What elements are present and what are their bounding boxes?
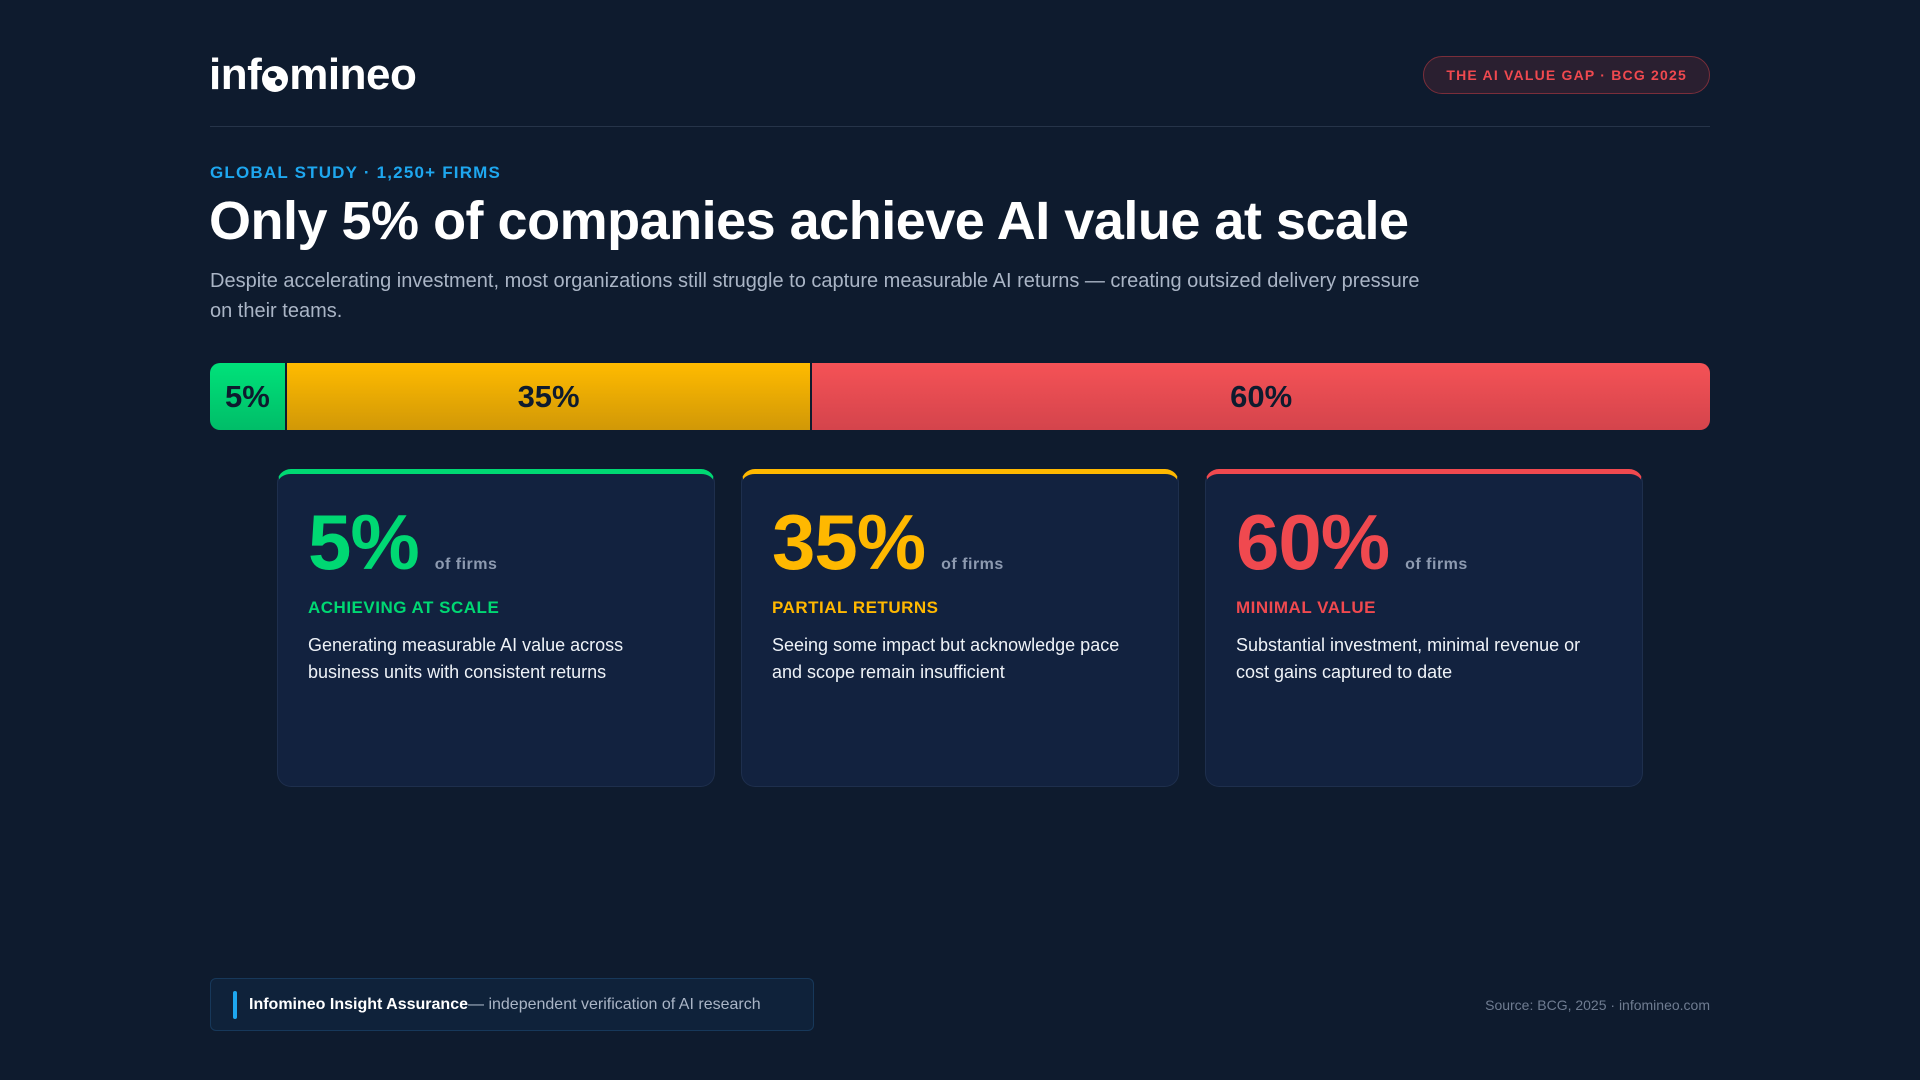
- infomineo-logo: inf mineo: [209, 50, 417, 100]
- insight-assurance-banner: Infomineo Insight Assurance — independen…: [210, 978, 814, 1031]
- accent-bar: [233, 990, 237, 1019]
- stat-value: 35%: [772, 498, 926, 586]
- page-title: Only 5% of companies achieve AI value at…: [209, 191, 1409, 251]
- stat-description: Substantial investment, minimal revenue …: [1236, 635, 1581, 682]
- stat-value: 5%: [308, 498, 420, 586]
- bar-segment-partial: 35%: [286, 363, 811, 430]
- stat-label: MINIMAL VALUE: [1236, 598, 1376, 617]
- assurance-tagline: — independent verification of AI researc…: [468, 995, 761, 1013]
- bar-segment-minimal: 60%: [812, 363, 1710, 430]
- stat-description: Generating measurable AI value across bu…: [308, 635, 624, 682]
- distribution-bar: 5% 35% 60%: [210, 363, 1710, 430]
- stat-description: Seeing some impact but acknowledge pace …: [772, 635, 1120, 682]
- header-divider: [210, 126, 1710, 127]
- stat-unit: of firms: [434, 556, 498, 573]
- logo-text-start: inf: [209, 50, 262, 99]
- logo-text-end: mineo: [289, 50, 417, 99]
- stat-label: ACHIEVING AT SCALE: [308, 598, 500, 617]
- stat-unit: of firms: [941, 556, 1004, 573]
- page-subtitle: Despite accelerating investment, most or…: [210, 270, 1420, 322]
- source-note: Source: BCG, 2025 · infomineo.com: [1485, 997, 1710, 1013]
- stat-label: PARTIAL RETURNS: [772, 598, 939, 617]
- stat-value: 60%: [1236, 498, 1390, 586]
- stat-cards: 5% of firms ACHIEVING AT SCALE Generating…: [277, 469, 1643, 787]
- globe-icon: [262, 66, 289, 92]
- stat-card-minimal: 60% of firms MINIMAL VALUE Substantial in…: [1205, 469, 1643, 787]
- stat-card-scale: 5% of firms ACHIEVING AT SCALE Generating…: [277, 469, 715, 787]
- assurance-brand: Infomineo Insight Assurance: [249, 995, 468, 1013]
- kicker: GLOBAL STUDY · 1,250+ FIRMS: [210, 163, 502, 182]
- bar-segment-scale: 5%: [210, 363, 285, 430]
- stat-unit: of firms: [1405, 556, 1468, 573]
- stat-card-partial: 35% of firms PARTIAL RETURNS Seeing some …: [741, 469, 1179, 787]
- report-badge: THE AI VALUE GAP · BCG 2025: [1423, 56, 1710, 94]
